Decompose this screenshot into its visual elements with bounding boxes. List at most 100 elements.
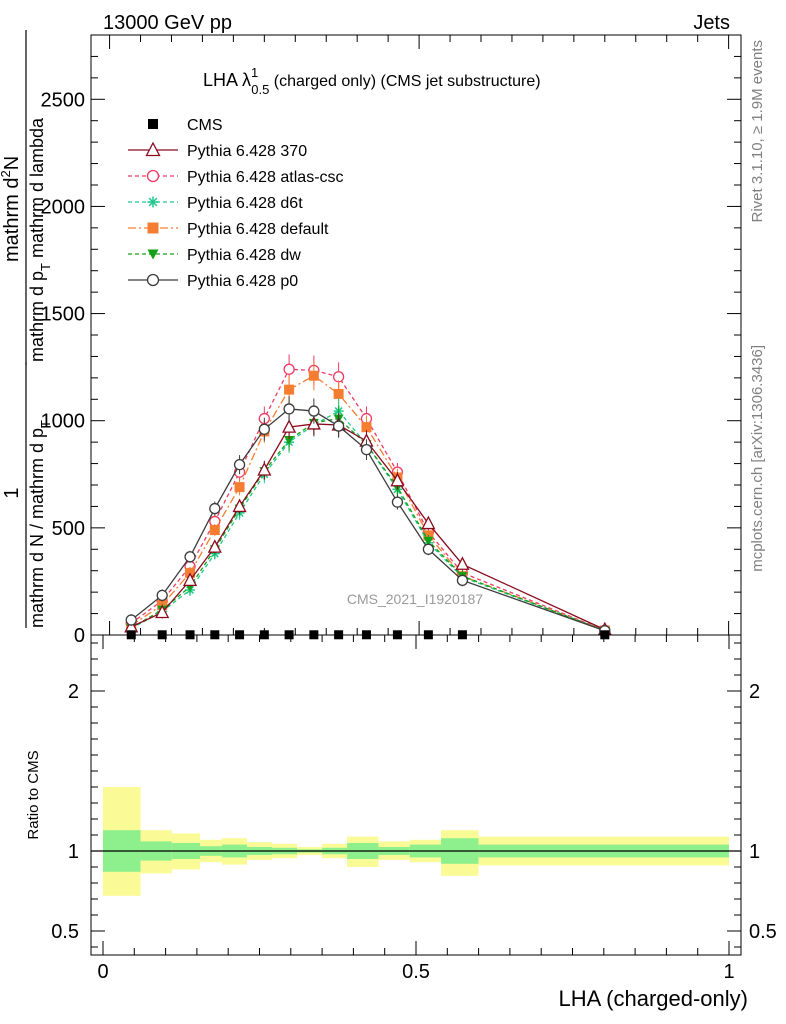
y-tick-label: 1000	[41, 411, 86, 433]
legend-label: Pythia 6.428 default	[187, 221, 329, 238]
ratio-y-tick-label-right: 0.5	[749, 921, 777, 943]
ratio-y-tick-label-right: 1	[749, 841, 760, 863]
marker-circle	[233, 458, 246, 471]
ratio-x-axis: 0 0.5 1	[97, 635, 735, 983]
legend-item-default: Pythia 6.428 default	[128, 221, 329, 238]
marker-circle	[332, 420, 345, 432]
mcplots-label: mcplots.cern.ch [arXiv:1306.3436]	[749, 345, 766, 572]
marker-circle	[146, 169, 160, 183]
ratio-y-tick-label: 0.5	[51, 921, 79, 943]
main-y-axis: 0 500 1000 1500 2000 2500	[41, 34, 741, 647]
y-tick-label: 2500	[41, 89, 86, 111]
legend-item-dw: Pythia 6.428 dw	[128, 247, 301, 264]
ylabel-num-2: mathrm d2N	[0, 156, 23, 262]
marker-triangle	[390, 472, 405, 487]
marker-circle	[125, 614, 137, 626]
marker-circle	[156, 589, 168, 602]
series-p0	[125, 396, 611, 637]
ratio-y-tick-label: 1	[68, 841, 79, 863]
x-tick-label: 0	[97, 961, 108, 983]
legend-label: Pythia 6.428 370	[187, 143, 307, 160]
ratio-y-axis: 0.5 0.5 1 1 2 2	[51, 642, 777, 948]
ratio-panel: 0.5 0.51 12 2 0 0.5 1 Ratio to CMS	[25, 634, 777, 983]
marker-triangle	[155, 604, 170, 619]
marker-circle	[308, 405, 320, 417]
marker-circle	[146, 273, 160, 287]
series-line-default	[130, 374, 606, 632]
marker-circle	[283, 363, 295, 375]
legend-label: Pythia 6.428 dw	[187, 247, 301, 264]
marker-circle	[184, 551, 196, 563]
marker-square	[147, 222, 159, 234]
marker-square	[209, 525, 220, 535]
marker-circle	[456, 574, 469, 587]
ratio-frame	[90, 634, 742, 956]
ratio-y-tick-label: 2	[68, 681, 79, 703]
marker-circle	[258, 423, 270, 435]
x-tick-label: 1	[723, 961, 734, 983]
rivet-version-label: Rivet 3.1.10, ≥ 1.9M events	[749, 40, 766, 223]
marker-square	[308, 370, 319, 381]
title-sup: 1	[251, 65, 258, 80]
marker-triangle-down	[423, 536, 434, 546]
marker-triangle-down	[284, 436, 295, 445]
analysis-watermark: CMS_2021_I1920187	[347, 591, 483, 607]
marker-square	[333, 388, 344, 399]
marker-square	[234, 482, 245, 493]
y-tick-label: 500	[52, 518, 85, 540]
marker-triangle	[282, 419, 297, 433]
main-x-ticks	[109, 35, 730, 635]
legend-item-cms: CMS	[148, 117, 223, 134]
legend: CMS Pythia 6.428 370 Pythia 6.428 atlas-cs…	[128, 117, 344, 290]
marker-triangle	[207, 539, 222, 553]
main-series	[124, 354, 612, 640]
title-prefix: LHA λ	[203, 70, 251, 90]
y-tick-label: 0	[74, 625, 85, 647]
legend-item-d6t: Pythia 6.428 d6t	[128, 195, 303, 212]
marker-triangle-down	[147, 249, 159, 260]
marker-circle	[209, 502, 221, 515]
plot-title: LHA λ1 0.5 (charged only) (CMS jet substr…	[203, 65, 541, 97]
star-stroke	[148, 197, 158, 207]
marker-circle	[283, 403, 295, 415]
ratio-y-label: Ratio to CMS	[25, 750, 42, 839]
legend-item-atlas: Pythia 6.428 atlas-csc	[128, 169, 344, 186]
marker-triangle	[455, 556, 470, 570]
y-tick-label: 2000	[41, 196, 86, 218]
legend-label: Pythia 6.428 d6t	[187, 195, 303, 212]
legend-item-p0: Pythia 6.428 p0	[128, 273, 298, 290]
header-jets: Jets	[693, 12, 730, 34]
main-panel: 0 500 1000 1500 2000 2500 CMS_2021_I1920187	[41, 34, 742, 647]
ylabel-den-2: mathrm d pT mathrm d lambda	[27, 117, 53, 362]
x-axis-label: LHA (charged-only)	[558, 986, 748, 1011]
legend-item-p370: Pythia 6.428 370	[128, 141, 307, 160]
marker-triangle	[232, 498, 247, 513]
header-energy: 13000 GeV pp	[103, 12, 232, 34]
ratio-y-tick-label-right: 2	[749, 681, 760, 703]
marker-square	[284, 384, 295, 395]
legend-label: Pythia 6.428 p0	[187, 273, 298, 290]
marker-triangle	[257, 462, 272, 476]
marker-circle	[391, 496, 404, 508]
y-tick-label: 1500	[41, 304, 86, 326]
title-rest: (charged only) (CMS jet substructure)	[269, 73, 540, 90]
main-y-axis-label: 1 mathrm d N / mathrm d pT mathrm d2N ma…	[0, 30, 53, 628]
marker-triangle	[421, 515, 436, 530]
marker-circle	[332, 371, 345, 383]
ratio-uncertainty-bands	[103, 787, 729, 896]
ylabel-den-1: mathrm d N / mathrm d pT	[27, 420, 53, 628]
series-line-p370	[130, 423, 606, 631]
marker-triangle	[182, 572, 198, 587]
marker-square	[148, 119, 158, 129]
marker-circle	[360, 443, 373, 456]
title-sub: 0.5	[251, 82, 269, 97]
ylabel-one: 1	[1, 487, 23, 498]
legend-label: CMS	[187, 117, 223, 134]
series-line-p0	[130, 408, 606, 632]
x-tick-label: 0.5	[402, 961, 430, 983]
legend-label: Pythia 6.428 atlas-csc	[187, 169, 344, 186]
marker-star	[147, 196, 159, 208]
marker-circle	[422, 543, 435, 555]
marker-triangle	[145, 141, 161, 157]
